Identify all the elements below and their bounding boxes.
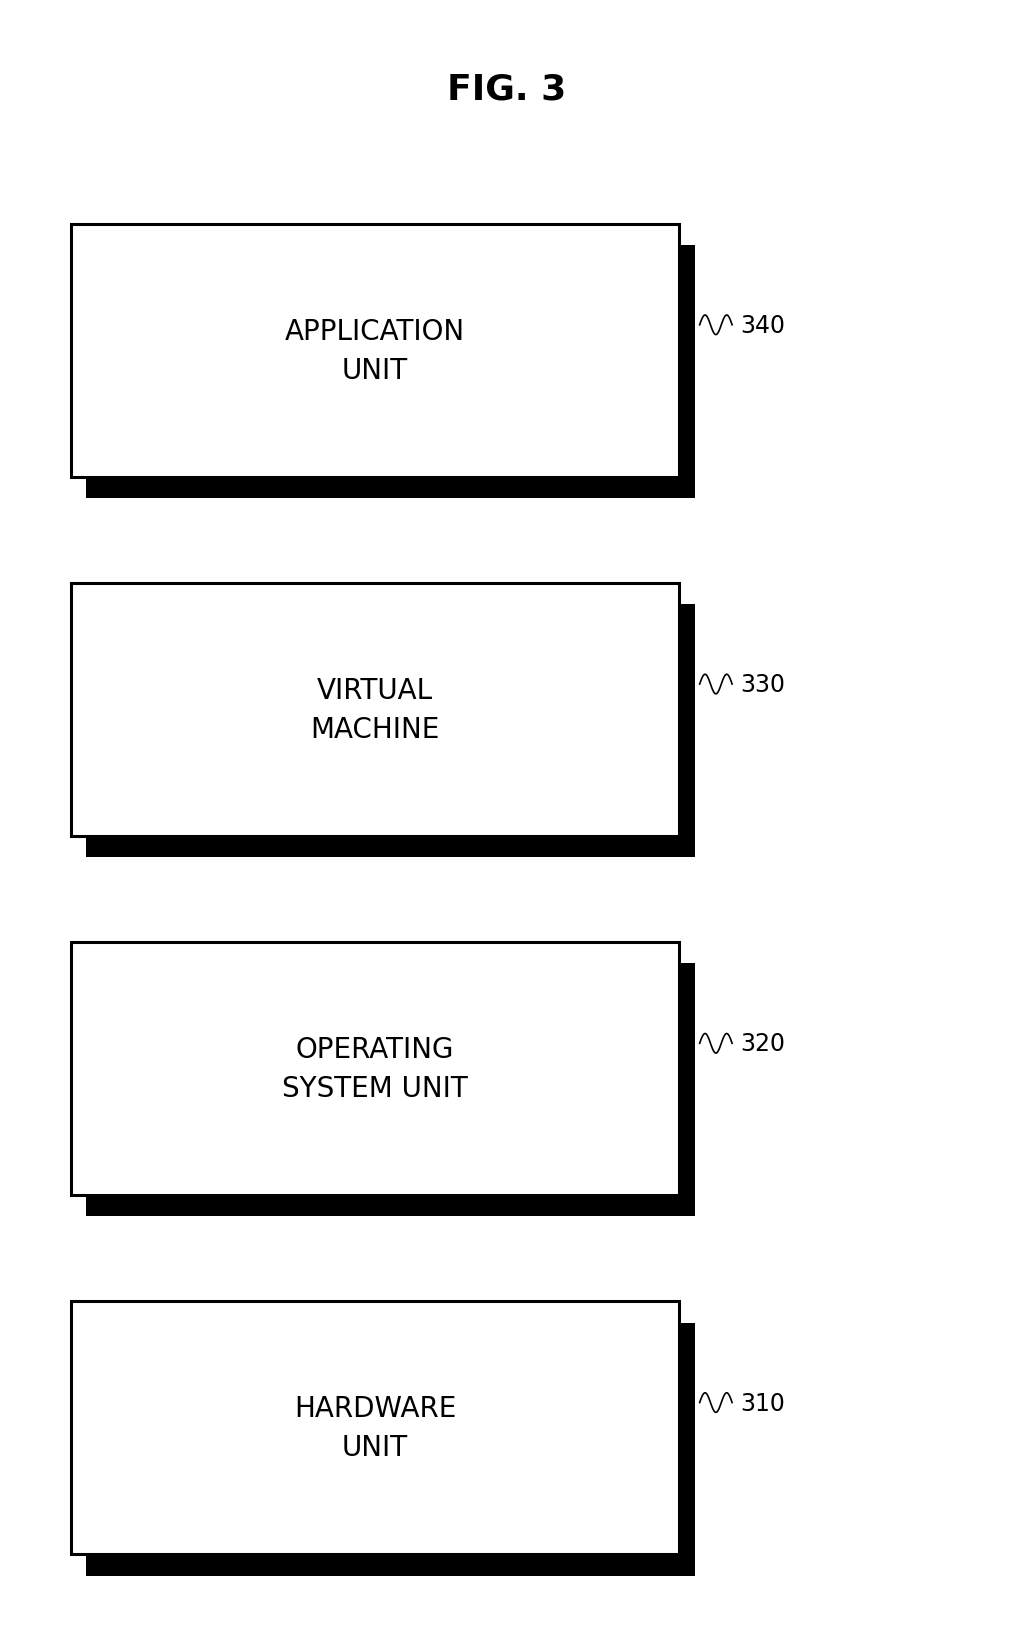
- Text: OPERATING
SYSTEM UNIT: OPERATING SYSTEM UNIT: [282, 1035, 468, 1103]
- Bar: [71, 943, 679, 1195]
- Text: 330: 330: [740, 672, 785, 697]
- Bar: [86, 605, 695, 858]
- Text: 320: 320: [740, 1031, 785, 1056]
- Bar: [86, 1322, 695, 1577]
- Bar: [71, 583, 679, 837]
- Bar: [86, 245, 695, 499]
- Text: APPLICATION
UNIT: APPLICATION UNIT: [285, 317, 465, 385]
- Text: FIG. 3: FIG. 3: [447, 73, 567, 106]
- Bar: [71, 224, 679, 477]
- Bar: [71, 1302, 679, 1554]
- Text: HARDWARE
UNIT: HARDWARE UNIT: [294, 1394, 456, 1462]
- Bar: [86, 963, 695, 1217]
- Text: VIRTUAL
MACHINE: VIRTUAL MACHINE: [310, 676, 440, 744]
- Text: 310: 310: [740, 1390, 785, 1415]
- Text: 340: 340: [740, 313, 785, 338]
